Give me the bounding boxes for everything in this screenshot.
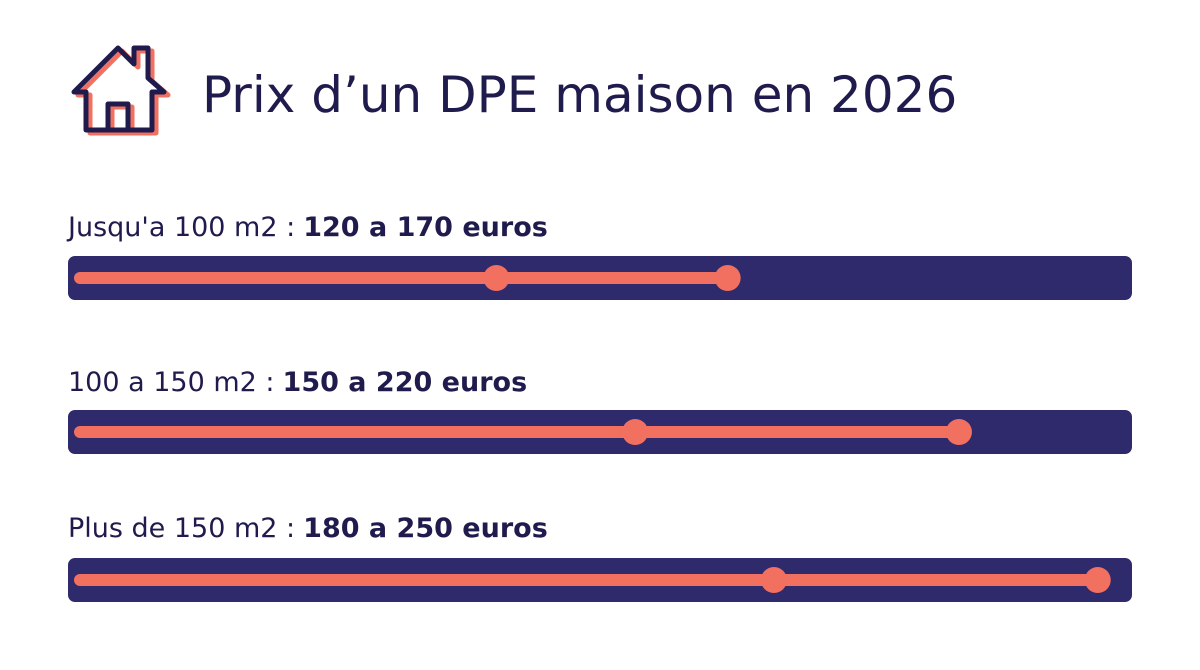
high-marker xyxy=(1084,567,1111,593)
low-marker xyxy=(760,567,787,593)
price-label: 150 a 220 euros xyxy=(283,367,528,398)
price-label: 180 a 250 euros xyxy=(303,513,548,544)
chart-title: Prix d’un DPE maison en 2026 xyxy=(202,66,957,124)
size-label: 100 a 150 m2 : xyxy=(68,367,275,398)
size-label: Jusqu'a 100 m2 : xyxy=(66,212,295,243)
low-marker xyxy=(622,419,649,445)
high-marker xyxy=(945,419,972,445)
price-label: 120 a 170 euros xyxy=(303,212,548,243)
house-icon xyxy=(71,45,171,136)
row-label: Jusqu'a 100 m2 : 120 a 170 euros xyxy=(66,212,548,243)
high-marker xyxy=(714,265,741,291)
low-marker xyxy=(483,265,510,291)
row-label: 100 a 150 m2 : 150 a 220 euros xyxy=(68,367,527,398)
size-label: Plus de 150 m2 : xyxy=(68,513,295,544)
row-label: Plus de 150 m2 : 180 a 250 euros xyxy=(68,513,548,544)
